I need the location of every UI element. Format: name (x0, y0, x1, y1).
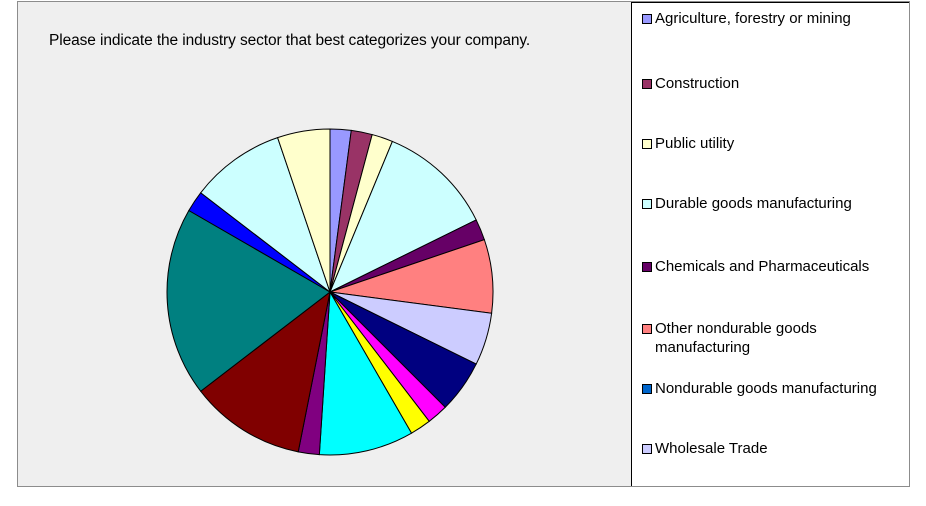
chart-area: Please indicate the industry sector that… (17, 1, 910, 487)
legend-label: Construction (655, 75, 740, 92)
legend-item: Nondurable goods manufacturing (642, 379, 904, 398)
legend-item: Wholesale Trade (642, 439, 904, 458)
legend-item: Construction (642, 74, 904, 93)
legend-item: Public utility (642, 134, 904, 153)
pie-slice-3 (329, 140, 477, 294)
legend-label: Public utility (655, 135, 735, 152)
legend-swatch (642, 324, 652, 334)
pie-slice-17 (276, 128, 331, 293)
legend-item: Agriculture, forestry or mining (642, 9, 904, 28)
legend: Agriculture, forestry or mining Construct… (631, 2, 909, 486)
chart-title: Please indicate the industry sector that… (49, 32, 531, 49)
legend-label: Chemicals and Pharmaceuticals (655, 258, 870, 275)
legend-swatch (642, 199, 652, 209)
legend-swatch (642, 444, 652, 454)
pie-slice-11 (318, 290, 413, 456)
legend-label: Agriculture, forestry or mining (655, 10, 851, 27)
pie-chart (166, 128, 494, 456)
legend-label: Other nondurable goods manufacturing (655, 320, 817, 356)
legend-swatch (642, 14, 652, 24)
pie-slice-16 (199, 137, 332, 294)
legend-item: Chemicals and Pharmaceuticals (642, 257, 904, 276)
pie-slice-14 (166, 209, 331, 392)
legend-swatch (642, 384, 652, 394)
legend-swatch (642, 79, 652, 89)
pie-slice-13 (199, 290, 331, 453)
legend-item: Other nondurable goods manufacturing (642, 319, 904, 357)
legend-swatch (642, 262, 652, 272)
legend-item: Durable goods manufacturing (642, 194, 904, 213)
legend-label: Wholesale Trade (655, 440, 768, 457)
legend-swatch (642, 139, 652, 149)
legend-label: Durable goods manufacturing (655, 195, 852, 212)
legend-label: Nondurable goods manufacturing (655, 380, 877, 397)
